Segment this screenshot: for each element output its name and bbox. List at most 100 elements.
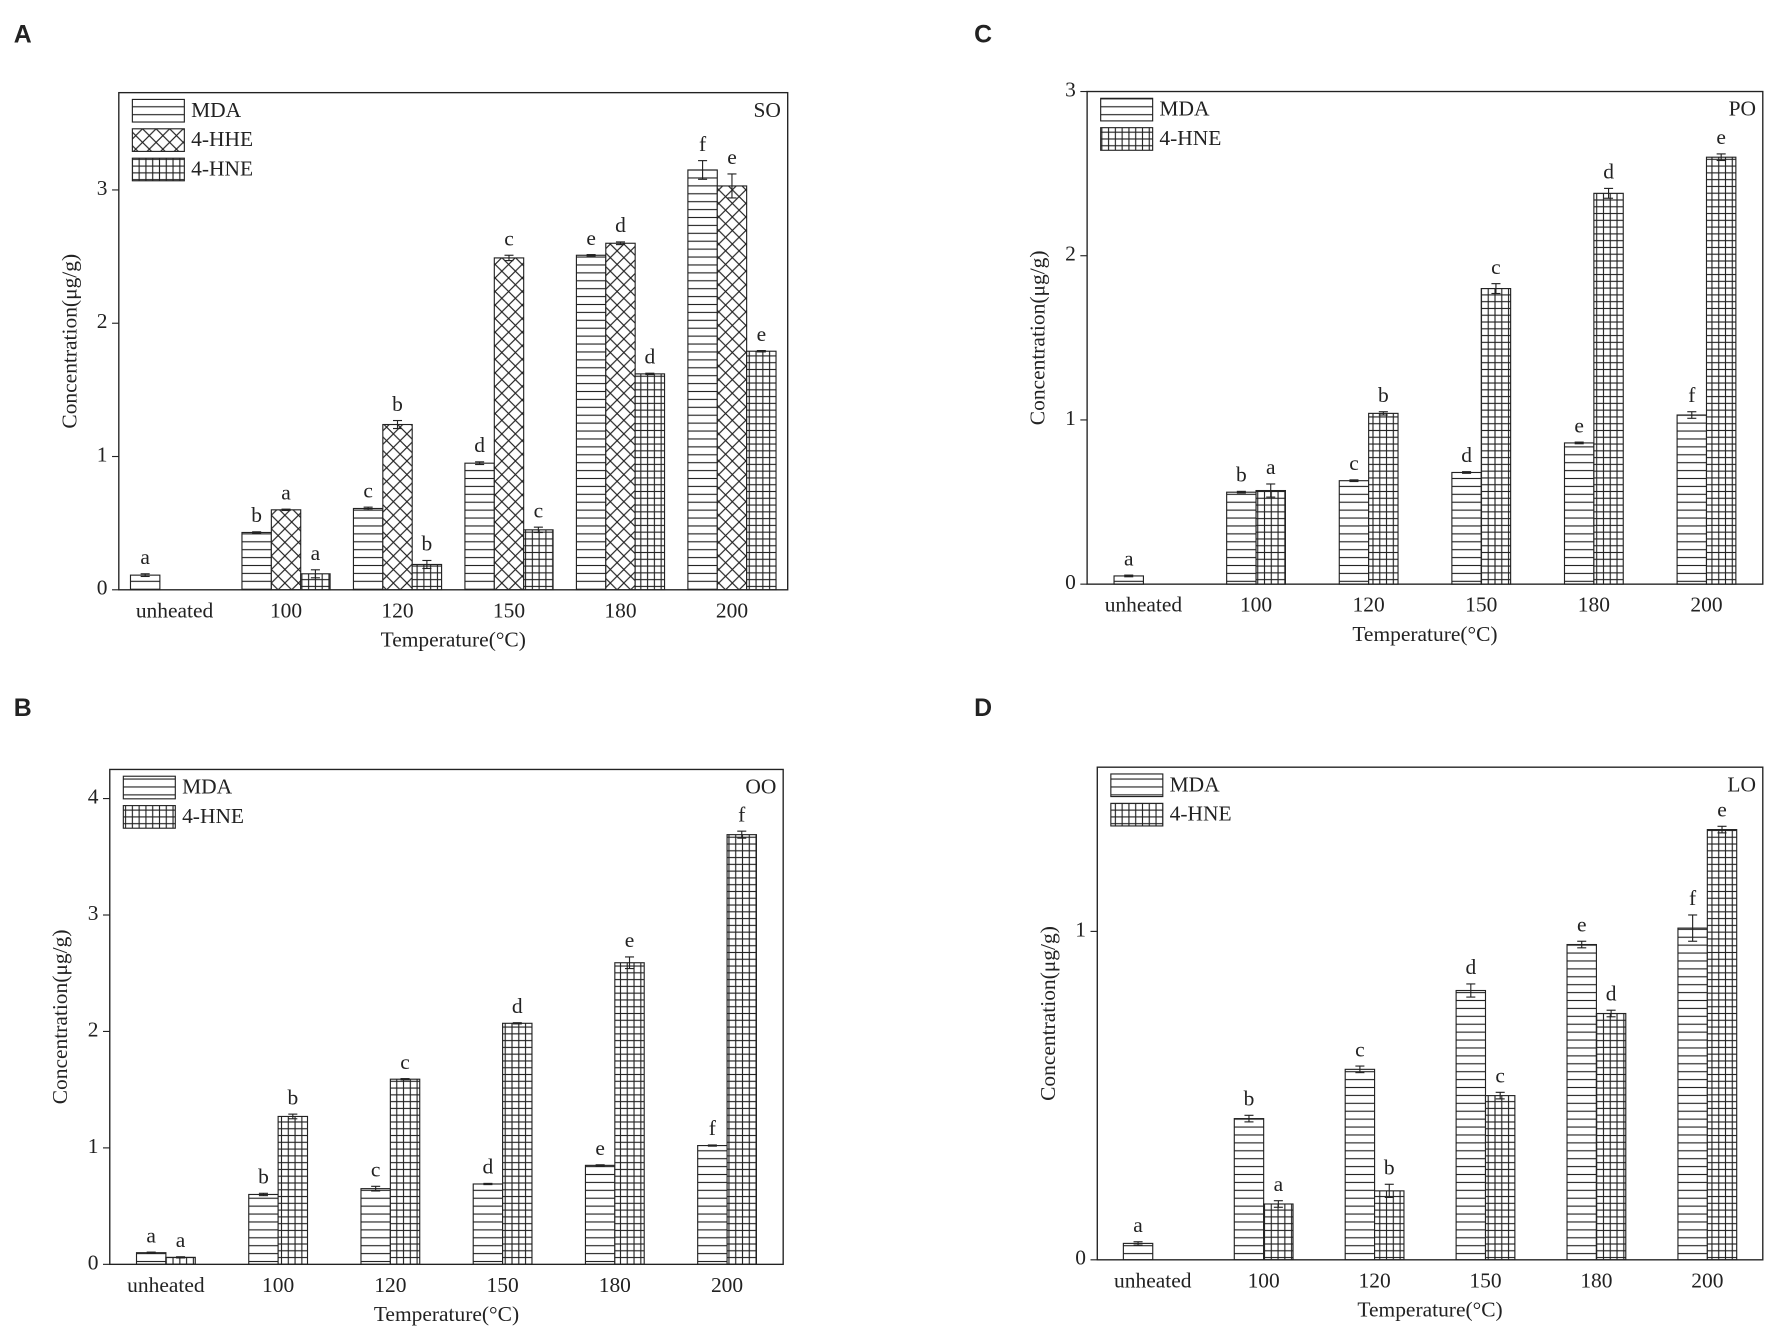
x-tick-label: 200 [711,1273,743,1297]
error-bar [727,173,737,199]
bar [1338,480,1370,585]
bar [1226,491,1257,585]
bar [697,1144,728,1265]
error-bar [392,419,403,430]
y-tick-label: 1 [97,442,108,466]
significance-letter: f [1688,383,1696,407]
x-tick-label: unheated [127,1273,205,1297]
error-bar [1384,1183,1394,1198]
bar [1263,1203,1294,1261]
significance-letter: e [586,226,596,250]
significance-letter: c [1491,255,1501,279]
plot-frame [1086,90,1764,585]
y-tick-label: 0 [97,576,108,600]
bar [1233,1118,1265,1261]
bar [1595,1012,1627,1261]
x-tick-label: unheated [136,598,214,622]
y-tick-label: 3 [1065,77,1076,101]
error-bar [288,1113,298,1120]
significance-letter: b [287,1085,298,1109]
bar [634,373,666,591]
significance-letter: c [363,478,373,502]
bar [1563,442,1595,585]
significance-letter: c [371,1158,381,1182]
oil-label: PO [1729,97,1756,121]
significance-letter: e [1577,912,1587,936]
error-bar [533,526,543,534]
y-tick-label: 3 [97,176,108,200]
significance-letter: c [1349,451,1359,475]
error-bar [1688,914,1698,942]
significance-letter: e [757,322,767,346]
error-bar [1574,441,1584,445]
bar [1566,943,1597,1261]
legend-label: MDA [191,98,242,122]
significance-letter: f [699,132,707,156]
bar [1706,829,1738,1261]
error-bar [281,508,291,512]
significance-letter: d [1461,443,1472,467]
significance-letter: c [534,498,544,522]
significance-letter: b [258,1165,269,1189]
significance-letter: d [644,344,655,368]
bar [687,169,718,591]
legend-swatch [131,157,185,182]
y-tick-label: 2 [97,309,108,333]
bar [277,1115,309,1265]
significance-letter: f [1689,886,1697,910]
error-bar [483,1182,493,1186]
error-bar [310,569,320,579]
x-tick-label: 120 [1353,593,1385,617]
significance-letter: d [512,994,523,1018]
bar [746,350,777,591]
x-tick-label: 180 [604,598,636,622]
y-tick-label: 1 [1065,406,1076,430]
x-tick-label: 150 [1465,593,1497,617]
significance-letter: a [1133,1213,1143,1237]
error-bar [756,349,766,353]
significance-letter: a [140,545,150,569]
error-bar [1491,283,1501,295]
legend-label: 4-HNE [1170,802,1232,826]
error-bar [475,461,485,466]
x-axis-label: Temperature(°C) [381,628,526,652]
significance-letter: b [422,532,433,556]
significance-letter: a [1124,546,1134,570]
error-bar [252,531,262,534]
panel-label: A [14,22,32,49]
significance-letter: d [483,1155,494,1179]
error-bar [1462,471,1472,474]
significance-letter: e [625,928,635,952]
x-tick-label: 100 [270,598,302,622]
legend-swatch [131,98,185,123]
panel-label: D [974,695,992,722]
legend-swatch [122,805,176,829]
bar [614,962,645,1265]
x-tick-label: unheated [1114,1268,1192,1292]
error-bar [176,1256,186,1259]
significance-letter: d [1465,955,1476,979]
bar [135,1252,167,1265]
error-bar [140,573,150,578]
error-bar [400,1078,410,1081]
error-bar [1717,825,1727,834]
error-bar [1466,983,1476,998]
y-tick-label: 0 [1065,570,1076,594]
error-bar [707,1144,717,1147]
bar [726,834,758,1265]
error-bar [1244,1114,1254,1123]
x-tick-label: 150 [486,1273,518,1297]
x-tick-label: 120 [374,1273,406,1297]
significance-letter: f [738,802,746,826]
significance-letter: c [1495,1064,1505,1088]
x-tick-label: 120 [1358,1268,1390,1292]
error-bar [615,241,625,246]
error-bar [595,1164,605,1167]
x-tick-label: 180 [1580,1268,1612,1292]
error-bar [363,506,373,511]
plot-frame [118,91,789,591]
bar [1451,471,1482,585]
x-tick-label: 200 [716,598,748,622]
legend-swatch [1110,802,1164,827]
error-bar [1133,1241,1143,1246]
